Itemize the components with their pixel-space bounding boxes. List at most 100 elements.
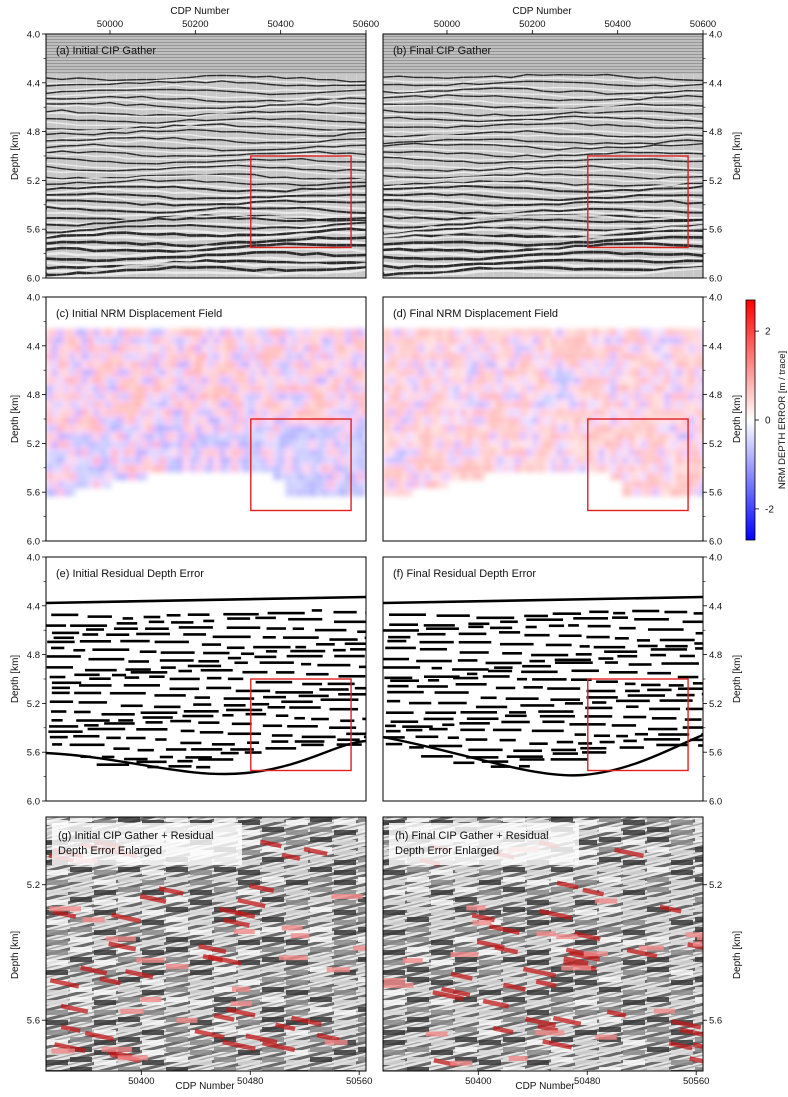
displacement-cell — [304, 353, 309, 360]
displacement-cell — [539, 393, 544, 400]
displacement-cell — [358, 377, 363, 384]
displacement-cell — [82, 393, 87, 400]
displacement-cell — [617, 329, 622, 336]
displacement-cell — [431, 353, 436, 360]
zoom-trace-segment — [527, 1000, 549, 1005]
displacement-cell — [52, 369, 57, 376]
displacement-cell — [64, 441, 69, 448]
zoom-trace-segment — [46, 890, 68, 895]
displacement-cell — [46, 329, 51, 336]
displacement-cell — [401, 369, 406, 376]
zoom-trace-segment — [142, 930, 164, 935]
zoom-trace-segment — [527, 1050, 549, 1055]
displacement-cell — [118, 393, 123, 400]
top-x-tick-label: 50000 — [434, 19, 460, 30]
zoom-trace-segment — [551, 1007, 573, 1012]
residual-dash — [255, 616, 276, 620]
displacement-cell — [364, 401, 366, 408]
displacement-cell — [148, 361, 153, 368]
displacement-cell — [340, 345, 345, 352]
displacement-cell — [569, 465, 574, 472]
displacement-cell — [677, 433, 682, 440]
displacement-cell — [340, 393, 345, 400]
zoom-depth-tick-label: 5.2 — [27, 880, 40, 891]
zoom-trace-segment — [599, 1017, 621, 1022]
displacement-cell — [364, 473, 366, 480]
residual-dash — [262, 636, 276, 639]
displacement-cell — [449, 337, 454, 344]
displacement-cell — [238, 409, 243, 416]
residual-dash — [267, 611, 305, 615]
displacement-cell — [136, 353, 141, 360]
residual-overlay-light — [638, 945, 664, 951]
residual-dash — [625, 689, 640, 693]
zoom-trace-segment — [575, 910, 597, 915]
displacement-cell — [112, 457, 117, 464]
displacement-cell — [665, 409, 670, 416]
displacement-cell — [58, 385, 63, 392]
displacement-cell — [545, 369, 550, 376]
displacement-cell — [196, 433, 201, 440]
displacement-cell — [262, 377, 267, 384]
zoom-trace-segment — [647, 857, 669, 862]
displacement-cell — [383, 489, 388, 496]
displacement-cell — [232, 369, 237, 376]
zoom-trace-segment — [118, 817, 140, 822]
displacement-cell — [683, 417, 688, 424]
displacement-cell — [358, 393, 363, 400]
displacement-cell — [581, 329, 586, 336]
displacement-cell — [629, 409, 634, 416]
displacement-cell — [653, 425, 658, 432]
displacement-cell — [635, 401, 640, 408]
displacement-cell — [100, 417, 105, 424]
displacement-cell — [298, 489, 303, 496]
displacement-cell — [659, 425, 664, 432]
displacement-cell — [665, 473, 670, 480]
residual-dash — [468, 622, 490, 626]
displacement-cell — [509, 329, 514, 336]
residual-dash — [51, 719, 63, 722]
gather-band — [523, 74, 524, 278]
residual-dash — [668, 684, 684, 687]
displacement-cell — [298, 433, 303, 440]
displacement-cell — [340, 457, 345, 464]
displacement-cell — [509, 441, 514, 448]
displacement-cell — [521, 449, 526, 456]
displacement-cell — [623, 465, 628, 472]
displacement-cell — [551, 377, 556, 384]
seismic-reflector — [383, 84, 703, 93]
displacement-cell — [479, 433, 484, 440]
displacement-cell — [280, 417, 285, 424]
displacement-cell — [334, 489, 339, 496]
displacement-cell — [70, 345, 75, 352]
displacement-cell — [653, 433, 658, 440]
zoom-trace-segment — [70, 897, 92, 902]
residual-overlay-segment — [237, 898, 266, 909]
residual-dash — [552, 752, 578, 755]
displacement-cell — [178, 393, 183, 400]
displacement-cell — [76, 345, 81, 352]
displacement-cell — [425, 441, 430, 448]
seismic-reflector — [383, 87, 703, 95]
displacement-cell — [238, 393, 243, 400]
zoom-trace-segment — [262, 857, 284, 862]
zoom-trace-segment — [407, 867, 429, 872]
displacement-cell — [581, 441, 586, 448]
displacement-cell — [52, 409, 57, 416]
displacement-cell — [286, 353, 291, 360]
zoom-trace-segment — [431, 920, 453, 925]
displacement-cell — [196, 465, 201, 472]
displacement-cell — [166, 353, 171, 360]
displacement-cell — [467, 385, 472, 392]
displacement-cell — [677, 473, 682, 480]
displacement-cell — [160, 329, 165, 336]
zoom-trace-segment — [527, 1060, 549, 1065]
depth-tick-label: 5.2 — [27, 439, 40, 450]
displacement-cell — [623, 401, 628, 408]
residual-dash — [275, 691, 314, 694]
displacement-cell — [419, 337, 424, 344]
displacement-cell — [689, 329, 694, 336]
displacement-cell — [310, 353, 315, 360]
gather-band — [216, 74, 217, 278]
zoom-trace-segment — [118, 877, 140, 882]
